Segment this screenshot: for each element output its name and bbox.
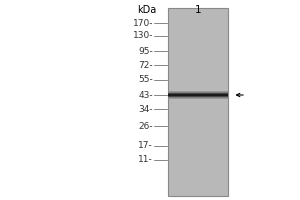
Text: 11-: 11- bbox=[138, 156, 153, 164]
Text: 43-: 43- bbox=[138, 90, 153, 99]
Bar bbox=[168, 8, 228, 196]
Text: 130-: 130- bbox=[133, 31, 153, 40]
Text: 26-: 26- bbox=[138, 122, 153, 131]
Text: 170-: 170- bbox=[133, 19, 153, 27]
Text: 17-: 17- bbox=[138, 141, 153, 150]
Text: 34-: 34- bbox=[138, 104, 153, 114]
Text: kDa: kDa bbox=[137, 5, 156, 15]
Text: 1: 1 bbox=[195, 5, 201, 15]
Text: 55-: 55- bbox=[138, 75, 153, 84]
Text: 72-: 72- bbox=[138, 60, 153, 70]
Text: 95-: 95- bbox=[138, 46, 153, 55]
